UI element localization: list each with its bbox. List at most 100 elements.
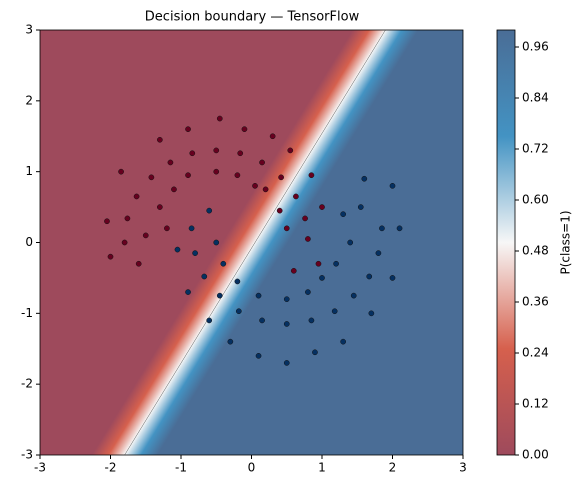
point: [283, 360, 290, 366]
point: [135, 260, 142, 267]
x-tick-label: 3: [459, 461, 467, 475]
point: [118, 168, 124, 175]
point: [192, 250, 198, 256]
point: [185, 289, 191, 295]
y-tick-label: 3: [25, 23, 33, 37]
colorbar-tick-label: 0.12: [522, 397, 549, 411]
point: [305, 289, 311, 295]
point: [262, 186, 269, 193]
point: [331, 308, 338, 315]
point: [216, 115, 223, 122]
point: [293, 193, 299, 200]
point: [379, 225, 385, 232]
x-tick-label: -1: [175, 461, 187, 475]
point: [255, 352, 262, 359]
colorbar-tick-label: 0.60: [522, 193, 549, 207]
point: [142, 232, 149, 239]
point: [148, 174, 155, 181]
point: [340, 211, 346, 218]
point: [171, 186, 177, 193]
x-tick-label: -3: [34, 461, 46, 475]
colorbar-tick-label: 0.84: [522, 91, 549, 105]
colorbar-tick-label: 0.00: [522, 448, 549, 462]
point: [319, 204, 325, 210]
point: [234, 278, 241, 285]
point: [302, 215, 308, 222]
point: [157, 204, 163, 210]
point: [213, 239, 220, 246]
point: [368, 310, 375, 317]
point: [133, 193, 140, 200]
point: [234, 172, 241, 179]
point: [333, 260, 339, 267]
point: [213, 168, 220, 175]
colorbar-tick-label: 0.48: [522, 244, 549, 258]
point: [237, 150, 244, 157]
point: [216, 292, 223, 299]
decision-line: [124, 30, 386, 455]
y-tick-label: 0: [25, 235, 33, 249]
point: [124, 215, 131, 222]
point: [213, 147, 220, 154]
point: [206, 317, 213, 324]
point: [366, 273, 373, 280]
point: [252, 182, 258, 189]
point: [235, 308, 242, 315]
colorbar-tick-label: 0.72: [522, 142, 549, 156]
y-tick-label: -1: [21, 306, 33, 320]
point: [290, 267, 297, 274]
point: [104, 218, 110, 225]
point: [340, 338, 346, 345]
point: [185, 172, 191, 179]
probability-field: [40, 30, 463, 455]
point: [259, 159, 265, 166]
colorbar-tick-label: 0.24: [522, 346, 549, 360]
x-tick-label: 0: [248, 461, 256, 475]
y-tick-label: 1: [25, 164, 33, 178]
point: [283, 296, 290, 303]
point: [121, 239, 128, 246]
point: [283, 225, 290, 232]
colorbar-label: P(class=1): [559, 210, 573, 274]
x-tick-label: 2: [389, 461, 397, 475]
point: [241, 126, 248, 133]
point: [189, 150, 196, 157]
point: [167, 159, 174, 166]
point: [312, 349, 318, 356]
point: [276, 207, 283, 214]
point: [255, 292, 262, 299]
point: [174, 246, 181, 253]
point: [287, 147, 294, 154]
point: [278, 174, 284, 181]
point: [308, 172, 315, 179]
colorbar: [496, 29, 516, 456]
x-tick-label: -2: [105, 461, 117, 475]
point: [319, 275, 325, 281]
point: [269, 133, 276, 140]
point: [357, 204, 364, 210]
point: [283, 321, 290, 327]
point: [157, 136, 163, 143]
point: [107, 253, 114, 260]
point: [389, 182, 396, 189]
point: [361, 175, 368, 182]
point: [308, 317, 315, 324]
y-tick-label: 2: [25, 93, 33, 107]
x-tick-label: 1: [318, 461, 326, 475]
point: [350, 292, 357, 299]
point: [347, 239, 354, 246]
point: [206, 207, 213, 214]
point: [375, 250, 382, 256]
point: [227, 338, 234, 345]
point: [164, 225, 170, 232]
y-tick-label: -2: [21, 377, 33, 391]
point: [396, 225, 403, 232]
point: [305, 236, 311, 242]
point: [389, 275, 396, 281]
point: [259, 317, 265, 324]
point: [220, 260, 227, 267]
colorbar-tick-label: 0.96: [522, 40, 549, 54]
point: [201, 273, 208, 280]
